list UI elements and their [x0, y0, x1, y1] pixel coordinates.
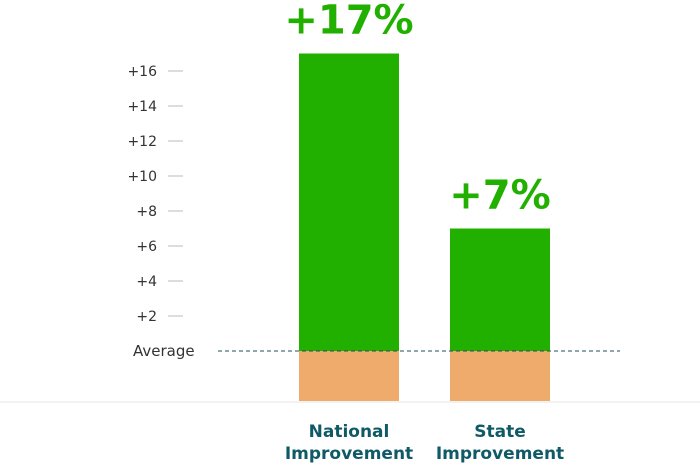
bar-below-average	[450, 351, 550, 401]
average-label: Average	[133, 342, 195, 360]
y-tick-label: +14	[127, 99, 157, 115]
y-tick-label: +12	[127, 134, 157, 150]
bar	[299, 53, 399, 351]
y-tick-label: +6	[136, 239, 157, 255]
category-label: State Improvement	[436, 422, 564, 464]
y-axis: +16 +14 +12 +10 +8 +6 +4 +2	[127, 64, 183, 325]
y-tick-label: +16	[127, 64, 157, 80]
bar	[450, 228, 550, 351]
category-labels: National Improvement State Improvement	[285, 422, 564, 464]
bar-value-label: +17%	[284, 0, 413, 44]
bar-below-average	[299, 351, 399, 401]
category-label: National Improvement	[285, 422, 413, 464]
bars: +17% +7%	[284, 0, 551, 401]
y-tick-label: +10	[127, 169, 157, 185]
y-tick-label: +8	[136, 204, 157, 220]
bar-value-label: +7%	[449, 173, 550, 219]
y-tick-label: +4	[136, 274, 157, 290]
y-tick-label: +2	[136, 309, 157, 325]
